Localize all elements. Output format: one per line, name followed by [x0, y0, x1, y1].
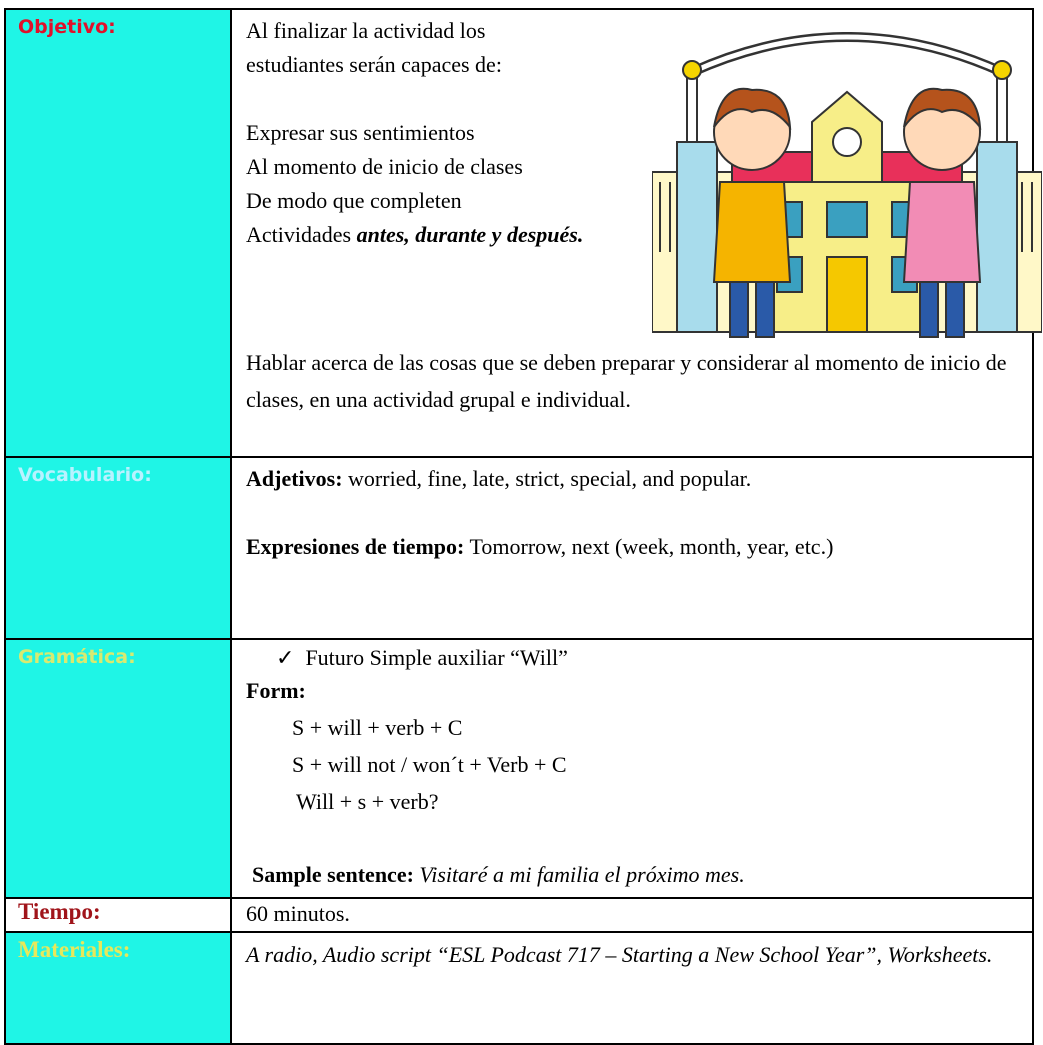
form: Will + s + verb? [296, 789, 439, 814]
row-gramatica: Gramática: ✓ Futuro Simple auxiliar “Wil… [4, 638, 1034, 899]
label: Gramática: [4, 638, 232, 899]
label: Materiales: [4, 931, 232, 1045]
form: S + will + verb + C [292, 715, 463, 740]
lesson-table: Objetivo: Al finalizar la actividad los … [4, 8, 1042, 1045]
label: Tiempo: [4, 897, 232, 933]
term: Sample sentence: [252, 862, 414, 887]
row-objetivo: Objetivo: Al finalizar la actividad los … [4, 8, 1042, 458]
vocab-item: Adjetivos: worried, fine, late, strict, … [246, 462, 1020, 496]
bullet-line: ✓ Futuro Simple auxiliar “Will” [246, 644, 1020, 672]
bullet: ✓ [276, 645, 295, 670]
label: Vocabulario: [4, 456, 232, 640]
cell: ✓ Futuro Simple auxiliar “Will” Form: S … [230, 638, 1034, 899]
text: worried, fine, late, strict, special, an… [348, 466, 752, 491]
form-label: Form: [246, 678, 306, 703]
paragraph: Hablar acerca de las cosas que se deben … [246, 350, 1007, 412]
cell: Al finalizar la actividad los estudiante… [230, 8, 1042, 458]
term: Expresiones de tiempo: [246, 534, 465, 559]
row-materiales: Materiales: A radio, Audio script “ESL P… [4, 931, 1034, 1045]
text: Futuro Simple auxiliar “Will” [305, 645, 568, 670]
row-vocabulario: Vocabulario: Adjetivos: worried, fine, l… [4, 456, 1034, 640]
emphasis: antes, durante y después. [356, 222, 584, 247]
row-tiempo: Tiempo: 60 minutos. [4, 897, 1034, 933]
sample: Sample sentence: Visitaré a mi familia e… [246, 856, 1020, 893]
label: Objetivo: [4, 8, 232, 458]
text-line: Al momento de inicio de clases [246, 154, 523, 179]
form: S + will not / won´t + Verb + C [292, 752, 567, 777]
text-line: estudiantes serán capaces de: [246, 52, 502, 77]
cell: Adjetivos: worried, fine, late, strict, … [230, 456, 1034, 640]
text-line: Actividades [246, 222, 352, 247]
text: Tomorrow, next (week, month, year, etc.) [469, 534, 834, 559]
text: Visitaré a mi familia el próximo mes. [419, 862, 745, 887]
aims-block: Al finalizar la actividad los estudiante… [246, 14, 626, 252]
text-line: Al finalizar la actividad los [246, 18, 486, 43]
text-line: Expresar sus sentimientos [246, 120, 475, 145]
cell: A radio, Audio script “ESL Podcast 717 –… [230, 931, 1034, 1045]
school-illustration [652, 32, 1042, 338]
text-line: De modo que completen [246, 188, 462, 213]
vocab-item: Expresiones de tiempo: Tomorrow, next (w… [246, 530, 1020, 564]
cell: 60 minutos. [230, 897, 1034, 933]
term: Adjetivos: [246, 466, 343, 491]
